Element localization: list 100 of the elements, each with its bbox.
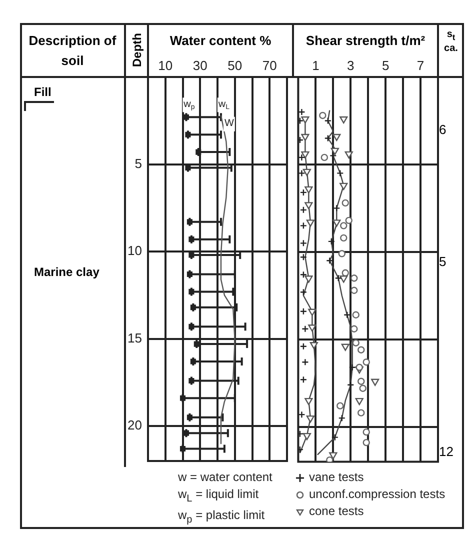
point bbox=[320, 154, 328, 162]
y-tick-label: 5 bbox=[134, 156, 142, 171]
point bbox=[300, 206, 308, 214]
point bbox=[336, 170, 344, 177]
point bbox=[324, 134, 332, 142]
text: 6 bbox=[439, 122, 446, 137]
point bbox=[332, 134, 341, 142]
point bbox=[358, 346, 365, 354]
point bbox=[347, 381, 354, 388]
x-axis-title: Shear strength t/m² bbox=[304, 33, 426, 48]
point bbox=[332, 220, 341, 227]
x-tick-label: 5 bbox=[382, 58, 390, 73]
point bbox=[356, 364, 363, 371]
legend-label: cone tests bbox=[309, 503, 364, 520]
point bbox=[308, 324, 316, 332]
text: 5 bbox=[439, 254, 446, 269]
point bbox=[302, 168, 311, 176]
point bbox=[304, 276, 313, 283]
point bbox=[362, 438, 370, 446]
text: Description of soil bbox=[28, 32, 118, 70]
text: Fill bbox=[34, 85, 52, 99]
y-tick-label: 10 bbox=[128, 243, 142, 258]
point bbox=[298, 430, 304, 438]
point bbox=[340, 222, 348, 230]
point bbox=[302, 325, 309, 332]
point bbox=[304, 186, 313, 194]
point bbox=[306, 415, 314, 423]
point bbox=[301, 151, 310, 159]
text: w$_{p}$ = plastic limit bbox=[178, 507, 266, 528]
point bbox=[358, 378, 365, 385]
point bbox=[188, 324, 194, 330]
point bbox=[186, 219, 192, 225]
y-axis-title: Depth bbox=[130, 33, 144, 67]
point bbox=[348, 364, 356, 371]
x-tick-label: 50 bbox=[228, 58, 242, 73]
point bbox=[350, 325, 358, 332]
point bbox=[300, 342, 308, 350]
point bbox=[188, 236, 194, 242]
point bbox=[180, 446, 186, 452]
point bbox=[344, 151, 353, 159]
point bbox=[330, 152, 337, 160]
point bbox=[329, 452, 338, 460]
point bbox=[308, 308, 316, 316]
text: w$_{L}$ = liquid limit bbox=[178, 486, 260, 506]
text: s$_{t}$ ca. bbox=[443, 29, 459, 54]
point bbox=[190, 358, 196, 364]
point bbox=[306, 220, 314, 227]
point bbox=[336, 402, 344, 410]
legend-label: unconf.compression tests bbox=[309, 486, 446, 503]
point bbox=[340, 276, 348, 283]
point bbox=[355, 398, 364, 406]
point bbox=[350, 274, 358, 282]
point bbox=[180, 395, 186, 401]
point bbox=[298, 117, 304, 124]
point bbox=[188, 378, 194, 384]
point bbox=[300, 240, 308, 247]
point bbox=[334, 274, 342, 282]
point bbox=[310, 342, 318, 350]
point bbox=[345, 216, 352, 224]
point bbox=[302, 358, 309, 366]
point bbox=[186, 414, 192, 420]
x-tick-label: 3 bbox=[347, 58, 354, 73]
point bbox=[341, 344, 350, 351]
point bbox=[319, 112, 326, 120]
point bbox=[359, 384, 366, 392]
point bbox=[194, 341, 200, 347]
point bbox=[298, 170, 306, 177]
point bbox=[330, 148, 339, 156]
x-tick-label: 10 bbox=[158, 58, 173, 73]
point bbox=[340, 182, 348, 190]
x-tick-label: 7 bbox=[416, 58, 424, 73]
point bbox=[298, 446, 304, 454]
point bbox=[188, 288, 194, 294]
point bbox=[300, 376, 308, 384]
point bbox=[342, 269, 349, 276]
point bbox=[300, 254, 308, 261]
point bbox=[301, 116, 310, 124]
point bbox=[298, 154, 306, 162]
point bbox=[358, 409, 365, 416]
text: Marine clay bbox=[34, 265, 100, 279]
point bbox=[298, 136, 304, 144]
x-tick-label: 1 bbox=[312, 58, 320, 73]
point bbox=[298, 108, 306, 116]
point bbox=[333, 204, 340, 212]
point bbox=[300, 308, 308, 315]
point bbox=[352, 339, 360, 346]
x-tick-label: 70 bbox=[262, 58, 277, 73]
point bbox=[186, 271, 192, 278]
x-axis-title: Water content % bbox=[168, 33, 272, 48]
point bbox=[352, 311, 360, 318]
y-tick-label: 15 bbox=[128, 330, 142, 346]
point bbox=[324, 117, 332, 124]
point bbox=[185, 132, 191, 138]
point bbox=[328, 238, 336, 246]
point bbox=[350, 286, 358, 294]
point bbox=[196, 149, 202, 155]
point bbox=[304, 398, 313, 406]
point bbox=[331, 434, 338, 441]
point bbox=[338, 414, 346, 422]
legend-label: vane tests bbox=[309, 469, 364, 486]
